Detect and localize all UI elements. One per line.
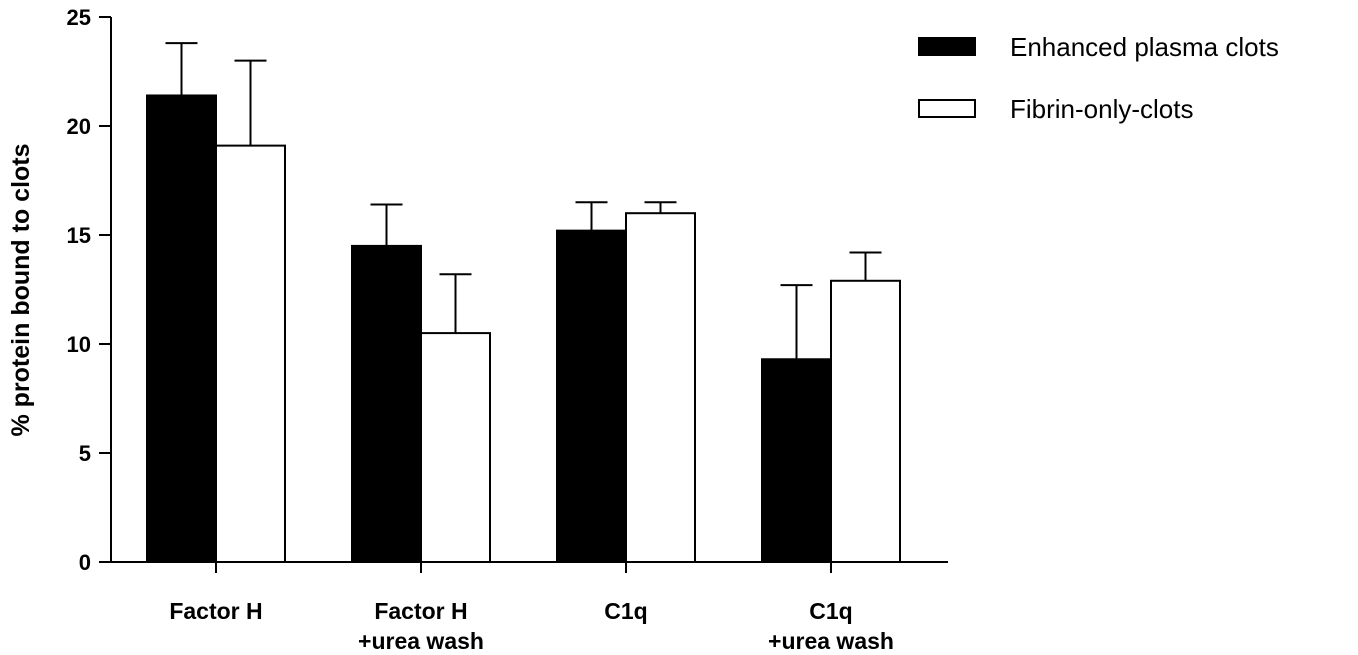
x-tick-label: +urea wash — [358, 628, 484, 654]
y-tick-label: 5 — [79, 441, 91, 466]
bar-enhanced-plasma — [351, 244, 422, 563]
bars — [146, 42, 901, 564]
bar-fibrin-only — [420, 332, 491, 563]
x-tick-label: +urea wash — [768, 628, 894, 654]
legend: Enhanced plasma clots Fibrin-only-clots — [918, 32, 1279, 124]
y-axis-title: % protein bound to clots — [7, 143, 35, 436]
x-tick-label: C1q — [809, 598, 852, 624]
y-axis: 0 5 10 15 20 25 — [67, 5, 112, 575]
y-tick-label: 20 — [67, 114, 91, 139]
legend-label: Fibrin-only-clots — [1010, 94, 1194, 124]
bar-fibrin-only — [625, 212, 696, 563]
x-tick-label: Factor H — [374, 598, 467, 624]
x-tick-label: C1q — [604, 598, 647, 624]
legend-swatch — [918, 99, 976, 118]
bar-enhanced-plasma — [556, 229, 627, 563]
bar-enhanced-plasma — [761, 358, 832, 564]
y-tick-label: 10 — [67, 332, 91, 357]
legend-swatch — [918, 37, 976, 56]
y-tick-label: 25 — [67, 5, 91, 30]
x-axis: Factor H Factor H +urea wash C1q C1q +urea wa… — [111, 561, 948, 654]
y-tick-label: 0 — [79, 550, 91, 575]
bar-enhanced-plasma — [146, 94, 217, 563]
y-tick-label: 15 — [67, 223, 91, 248]
bar-fibrin-only — [830, 279, 901, 563]
bar-fibrin-only — [215, 144, 286, 563]
x-tick-label: Factor H — [169, 598, 262, 624]
legend-label: Enhanced plasma clots — [1010, 32, 1279, 62]
